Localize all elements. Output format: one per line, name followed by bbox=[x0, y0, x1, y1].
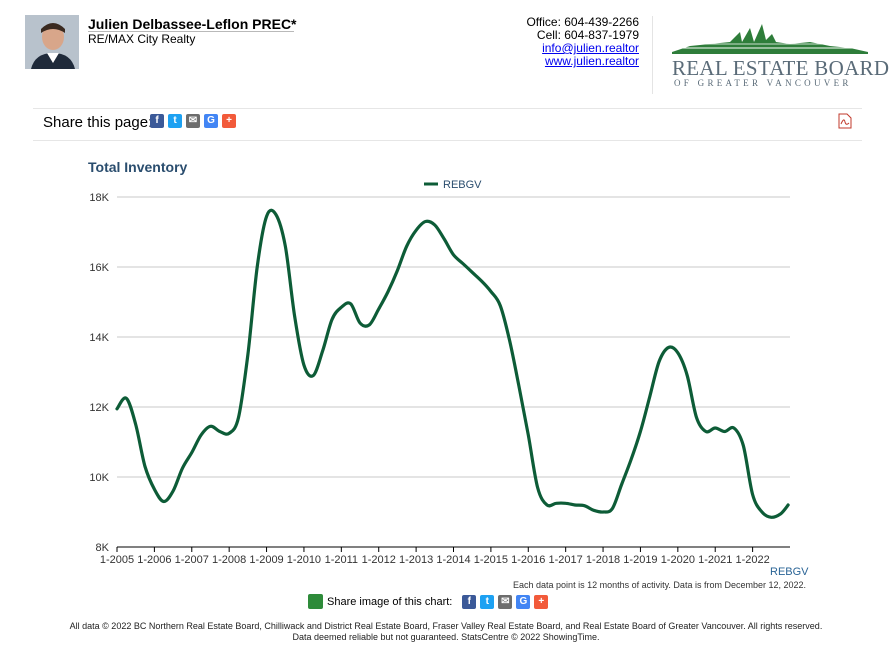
agent-name-underline bbox=[88, 31, 294, 32]
plus-icon[interactable]: + bbox=[222, 114, 236, 128]
x-tick-label: 1-2014 bbox=[436, 554, 470, 566]
x-series-label: REBGV bbox=[770, 566, 809, 578]
y-tick-label: 12K bbox=[89, 402, 109, 414]
x-tick-label: 1-2011 bbox=[325, 554, 358, 566]
x-tick-label: 1-2007 bbox=[175, 554, 209, 566]
divider-bottom bbox=[33, 140, 862, 141]
x-tick-label: 1-2005 bbox=[100, 554, 134, 566]
footer-line-2: Data deemed reliable but not guaranteed.… bbox=[292, 632, 600, 642]
email-link[interactable]: info@julien.realtor bbox=[542, 41, 639, 55]
cell-phone: Cell: 604-837-1979 bbox=[536, 28, 639, 42]
x-tick-label: 1-2021 bbox=[698, 554, 732, 566]
x-tick-label: 1-2018 bbox=[586, 554, 620, 566]
twitter-icon[interactable]: t bbox=[168, 114, 182, 128]
x-tick-label: 1-2010 bbox=[287, 554, 321, 566]
x-tick-label: 1-2009 bbox=[249, 554, 283, 566]
data-note: Each data point is 12 months of activity… bbox=[513, 580, 806, 590]
x-tick-label: 1-2019 bbox=[623, 554, 657, 566]
board-name: REAL ESTATE BOARD bbox=[672, 56, 890, 80]
share-icon[interactable] bbox=[308, 594, 323, 609]
x-tick-label: 1-2016 bbox=[511, 554, 545, 566]
x-tick-label: 1-2017 bbox=[549, 554, 583, 566]
series-line-rebgv bbox=[115, 208, 790, 519]
avatar-image bbox=[25, 15, 79, 69]
x-tick-label: 1-2022 bbox=[735, 554, 769, 566]
x-tick-label: 1-2013 bbox=[399, 554, 433, 566]
x-tick-label: 1-2006 bbox=[137, 554, 171, 566]
y-tick-label: 18K bbox=[89, 192, 109, 204]
x-tick-label: 1-2012 bbox=[362, 554, 396, 566]
agent-name: Julien Delbassee-Leflon PREC* bbox=[88, 16, 297, 32]
plus-icon[interactable]: + bbox=[534, 594, 549, 609]
footer: All data © 2022 BC Northern Real Estate … bbox=[0, 621, 892, 643]
x-tick-label: 1-2008 bbox=[212, 554, 246, 566]
office-phone: Office: 604-439-2266 bbox=[526, 15, 639, 29]
divider-top bbox=[33, 108, 862, 109]
footer-line-1: All data © 2022 BC Northern Real Estate … bbox=[69, 621, 823, 631]
google-icon[interactable]: G bbox=[204, 114, 218, 128]
y-tick-label: 14K bbox=[89, 332, 109, 344]
board-logo-icon bbox=[672, 24, 868, 54]
share-page-icons: f t ✉ G + bbox=[150, 114, 236, 128]
legend-label: REBGV bbox=[443, 179, 482, 191]
agent-photo bbox=[25, 15, 79, 69]
share-chart-row: Share image of this chart: f t ✉ G + bbox=[308, 594, 549, 609]
share-page-label: Share this page: bbox=[43, 114, 153, 131]
contact-block: Office: 604-439-2266 Cell: 604-837-1979 … bbox=[526, 16, 639, 68]
y-tick-label: 16K bbox=[89, 262, 109, 274]
email-icon[interactable]: ✉ bbox=[498, 594, 513, 609]
board-subtitle: OF GREATER VANCOUVER bbox=[674, 78, 852, 88]
google-icon[interactable]: G bbox=[516, 594, 531, 609]
x-tick-label: 1-2015 bbox=[474, 554, 508, 566]
header-divider bbox=[652, 16, 653, 94]
twitter-icon[interactable]: t bbox=[480, 594, 495, 609]
agent-company: RE/MAX City Realty bbox=[88, 32, 196, 46]
facebook-icon[interactable]: f bbox=[150, 114, 164, 128]
pdf-icon[interactable] bbox=[838, 113, 852, 129]
facebook-icon[interactable]: f bbox=[462, 594, 477, 609]
y-tick-label: 8K bbox=[96, 542, 110, 554]
chart-title: Total Inventory bbox=[88, 159, 188, 175]
x-tick-label: 1-2020 bbox=[661, 554, 695, 566]
share-chart-label: Share image of this chart: bbox=[327, 595, 453, 608]
y-tick-label: 10K bbox=[89, 472, 109, 484]
email-icon[interactable]: ✉ bbox=[186, 114, 200, 128]
website-link[interactable]: www.julien.realtor bbox=[544, 54, 639, 68]
